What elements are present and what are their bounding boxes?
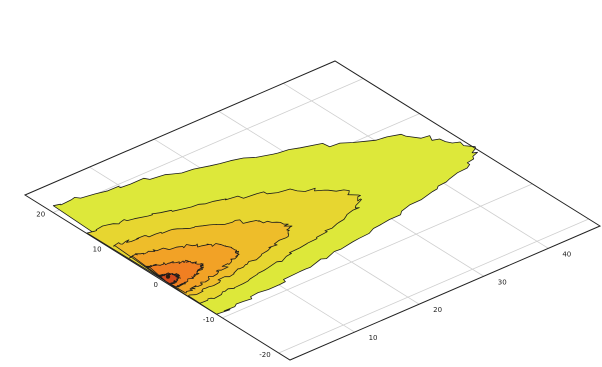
x-tick-label: 10 (369, 334, 378, 342)
y-tick-label: 0 (153, 281, 157, 289)
x-tick-label: 30 (498, 278, 507, 286)
y-tick-label: -20 (259, 351, 270, 359)
x-tick-label: 40 (562, 250, 571, 258)
contour-level-5 (145, 259, 205, 288)
tick-labels: 10 20 30 40 -20 -10 0 10 20 (36, 211, 571, 359)
grid-line-y (53, 78, 364, 213)
frame-border (23, 60, 602, 361)
source-marker (165, 274, 171, 279)
y-tick-label: 10 (93, 246, 102, 254)
y-tick-label: -10 (203, 316, 214, 324)
grid-line-y (222, 183, 533, 319)
plot-frame (23, 60, 602, 361)
contour-level-6 (159, 272, 182, 285)
y-tick-label: 20 (36, 211, 45, 219)
x-tick-label: 20 (433, 306, 442, 314)
contour-layer (52, 133, 478, 315)
grid-line-y (278, 218, 589, 354)
